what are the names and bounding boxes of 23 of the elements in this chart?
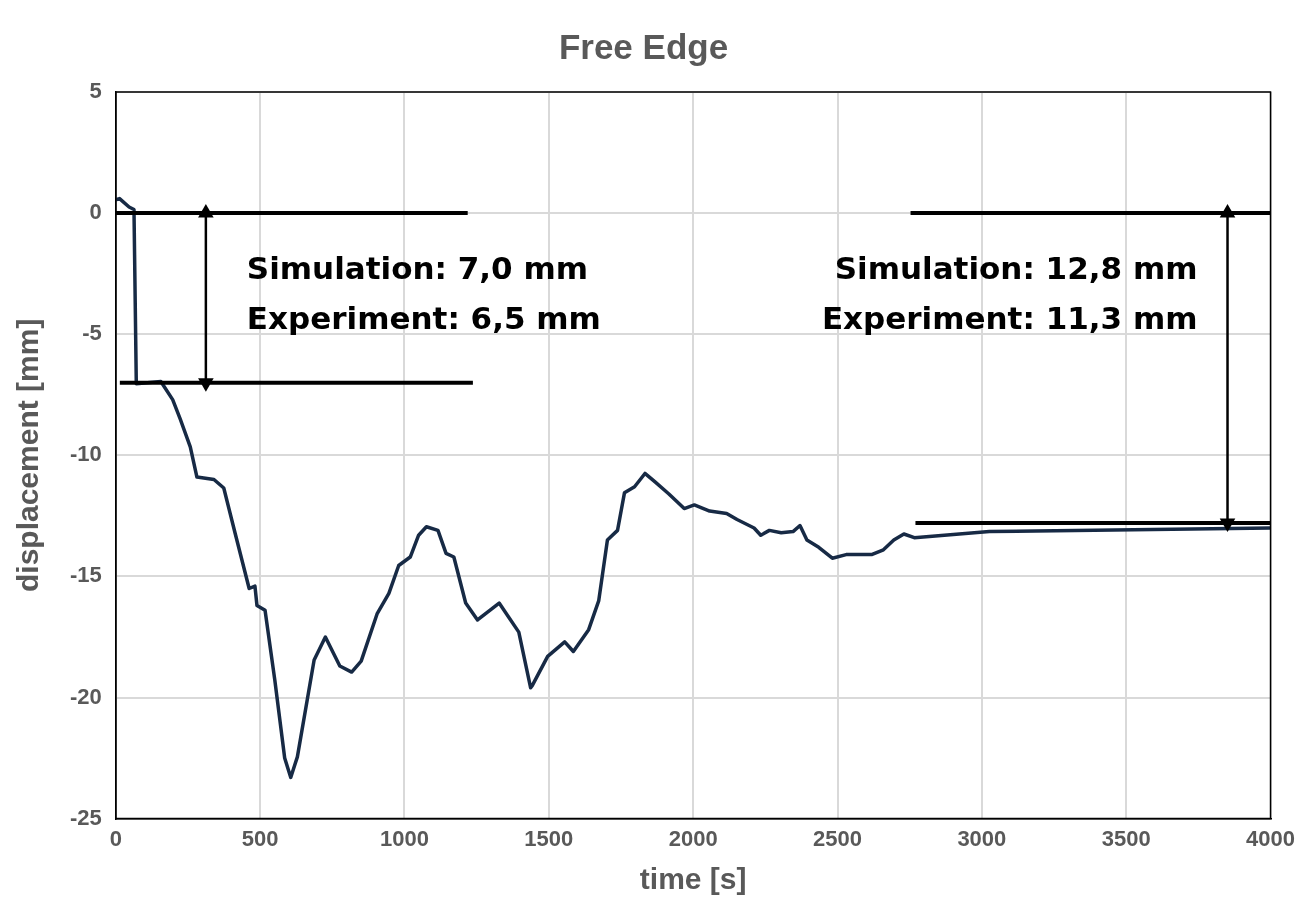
y-tick-label: 5: [89, 78, 102, 104]
x-tick-label: 4000: [1246, 825, 1296, 851]
chart-title: Free Edge: [558, 26, 729, 66]
y-tick-label: 0: [89, 199, 102, 225]
x-tick-label: 3000: [957, 825, 1007, 851]
y-tick-label: -10: [70, 441, 102, 467]
y-tick-label: -25: [70, 804, 102, 830]
x-tick-label: 1500: [524, 825, 574, 851]
x-tick-label: 0: [109, 825, 122, 851]
annotation: Experiment: 6,5 mm: [246, 300, 601, 337]
annotation: Experiment: 11,3 mm: [821, 300, 1198, 337]
x-tick-label: 2500: [813, 825, 862, 851]
annotation: Simulation: 12,8 mm: [834, 250, 1198, 287]
y-tick-label: -20: [70, 683, 102, 709]
x-tick-label: 2000: [668, 825, 718, 851]
x-axis-title: time [s]: [639, 862, 747, 896]
x-tick-label: 3500: [1101, 825, 1151, 851]
y-axis-title: displacement [mm]: [11, 318, 45, 592]
y-tick-label: -15: [70, 562, 102, 588]
annotation: Simulation: 7,0 mm: [246, 250, 589, 287]
x-tick-label: 1000: [380, 825, 429, 851]
y-tick-label: -5: [82, 320, 102, 346]
x-tick-label: 500: [241, 825, 279, 851]
